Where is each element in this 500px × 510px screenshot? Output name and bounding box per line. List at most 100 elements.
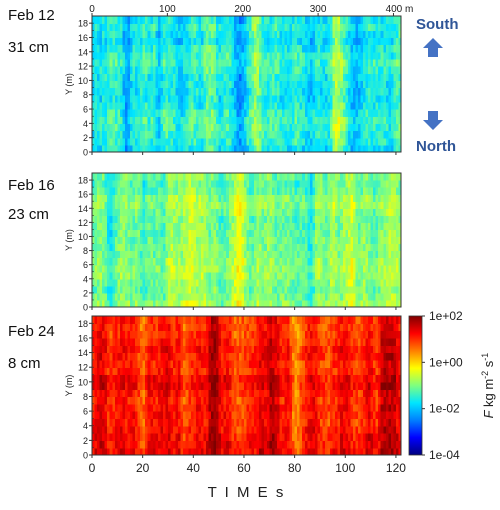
heatmap-cell [211,236,215,245]
heatmap-cell [127,73,131,82]
heatmap-cell [193,130,197,139]
heatmap-cell [147,30,151,39]
heatmap-cell [398,51,402,60]
heatmap-cell [390,180,394,188]
heatmap-cell [107,292,111,301]
heatmap-cell [398,278,402,287]
heatmap-cell [317,80,321,89]
heatmap-cell [317,187,321,195]
heatmap-cell [114,381,118,390]
heatmap-cell [119,411,123,420]
heatmap-cell [226,215,230,223]
heatmap-cell [119,180,123,188]
heatmap-cell [112,250,116,259]
heatmap-cell [332,229,336,238]
heatmap-cell [390,37,394,46]
heatmap-cell [102,208,106,216]
heatmap-cell [92,396,96,405]
heatmap-cell [211,51,215,60]
heatmap-cell [347,173,351,181]
heatmap-cell [269,44,273,53]
heatmap-cell [264,292,268,301]
heatmap-cell [213,243,217,252]
heatmap-cell [390,137,394,146]
heatmap-cell [119,87,123,96]
heatmap-cell [190,264,194,273]
heatmap-cell [160,37,164,46]
heatmap-cell [355,23,359,31]
heatmap-cell [243,299,248,308]
heatmap-cell [135,144,139,153]
heatmap-cell [335,144,339,153]
heatmap-cell [330,194,334,202]
heatmap-cell [129,180,134,188]
heatmap-cell [205,187,210,195]
heatmap-cell [190,144,194,153]
heatmap-cell [155,66,159,74]
heatmap-cell [302,278,306,287]
heatmap-cell [269,278,273,287]
heatmap-cell [312,215,316,223]
heatmap-cell [330,73,334,82]
heatmap-cell [271,271,275,280]
heatmap-cell [238,101,243,110]
heatmap-cell [165,292,169,301]
heatmap-cell [218,285,222,294]
heatmap-cell [226,109,230,117]
heatmap-cell [264,201,268,209]
heatmap-cell [302,250,306,259]
heatmap-cell [360,243,364,252]
heatmap-cell [102,330,106,339]
heatmap-cell [226,73,230,82]
heatmap-cell [183,30,187,39]
heatmap-cell [297,278,301,287]
heatmap-cell [378,66,382,74]
heatmap-cell [92,101,96,110]
heatmap-cell [309,116,313,124]
heatmap-cell [221,16,225,24]
heatmap-cell [256,23,260,31]
heatmap-cell [269,299,273,308]
heatmap-cell [276,137,281,146]
heatmap-cell [363,278,367,287]
heatmap-cell [378,278,382,287]
heatmap-cell [368,144,372,153]
heatmap-cell [213,285,217,294]
heatmap-cell [167,109,172,117]
heatmap-cell [147,23,151,31]
heatmap-cell [241,116,245,124]
heatmap-cell [390,30,394,39]
heatmap-cell [104,187,108,195]
heatmap-cell [109,447,113,456]
heatmap-cell [104,87,108,96]
heatmap-cell [218,299,222,308]
heatmap-cell [152,243,156,252]
heatmap-cell [375,30,379,39]
heatmap-cell [117,425,121,434]
heatmap-cell [185,257,189,266]
heatmap-cell [284,37,288,46]
heatmap-cell [109,123,113,132]
heatmap-cell [274,208,278,216]
heatmap-cell [119,44,123,53]
heatmap-cell [269,144,273,153]
heatmap-cell [216,116,220,124]
heatmap-cell [167,173,172,181]
heatmap-cell [167,215,172,223]
heatmap-cell [365,130,369,139]
heatmap-cell [140,271,144,280]
heatmap-cell [228,173,232,181]
heatmap-cell [309,23,313,31]
heatmap-cell [340,73,344,82]
heatmap-cell [317,208,321,216]
heatmap-cell [330,58,334,67]
heatmap-cell [238,278,243,287]
heatmap-cell [170,250,174,259]
heatmap-cell [342,278,346,287]
heatmap-cell [127,299,131,308]
heatmap-cell [203,87,207,96]
heatmap-cell [370,201,374,209]
heatmap-cell [261,257,265,266]
heatmap-cell [228,94,232,103]
heatmap-cell [281,130,286,139]
